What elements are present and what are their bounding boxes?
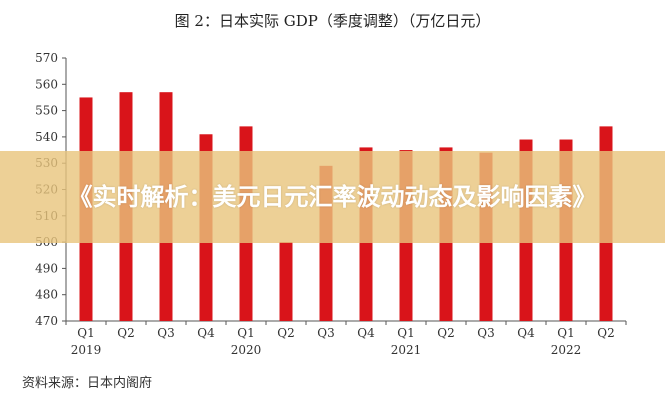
- x-tick-label: Q2: [117, 326, 134, 340]
- x-tick-label: Q4: [197, 326, 215, 340]
- x-tick-label: Q3: [157, 326, 174, 340]
- x-tick-label: Q4: [357, 326, 375, 340]
- year-label: 2022: [551, 343, 582, 357]
- x-tick-label: Q3: [477, 326, 494, 340]
- source-note: 资料来源：日本内阁府: [22, 376, 153, 391]
- overlay-banner[interactable]: 《实时解析：美元日元汇率波动动态及影响因素》: [0, 151, 665, 243]
- x-axis: Q1 Q2 Q3 Q4 Q1 Q2 Q3 Q4 Q1 Q2 Q3 Q4 Q1 Q2 2019 2020 2021…: [65, 320, 627, 357]
- y-tick-label: 540: [35, 130, 58, 144]
- x-tick-label: Q2: [277, 326, 294, 340]
- x-tick-label: Q2: [437, 326, 454, 340]
- year-label: 2019: [71, 343, 102, 357]
- x-tick-label: Q1: [237, 326, 254, 340]
- bar: [279, 242, 293, 321]
- year-label: 2021: [391, 343, 422, 357]
- x-tick-label: Q3: [317, 326, 334, 340]
- x-tick-label: Q1: [397, 326, 414, 340]
- y-tick-label: 550: [35, 104, 58, 118]
- y-tick-label: 570: [35, 51, 58, 65]
- y-tick-label: 490: [35, 261, 58, 275]
- x-tick-label: Q1: [77, 326, 94, 340]
- y-tick-label: 470: [35, 314, 58, 328]
- x-tick-label: Q2: [597, 326, 614, 340]
- banner-title[interactable]: 《实时解析：美元日元汇率波动动态及影响因素》: [68, 183, 597, 211]
- x-tick-label: Q1: [557, 326, 574, 340]
- year-label: 2020: [231, 343, 262, 357]
- chart-title: 图 2：日本实际 GDP（季度调整）（万亿日元）: [174, 12, 491, 30]
- y-tick-label: 560: [35, 77, 58, 91]
- x-tick-label: Q4: [517, 326, 535, 340]
- y-tick-label: 480: [35, 288, 58, 302]
